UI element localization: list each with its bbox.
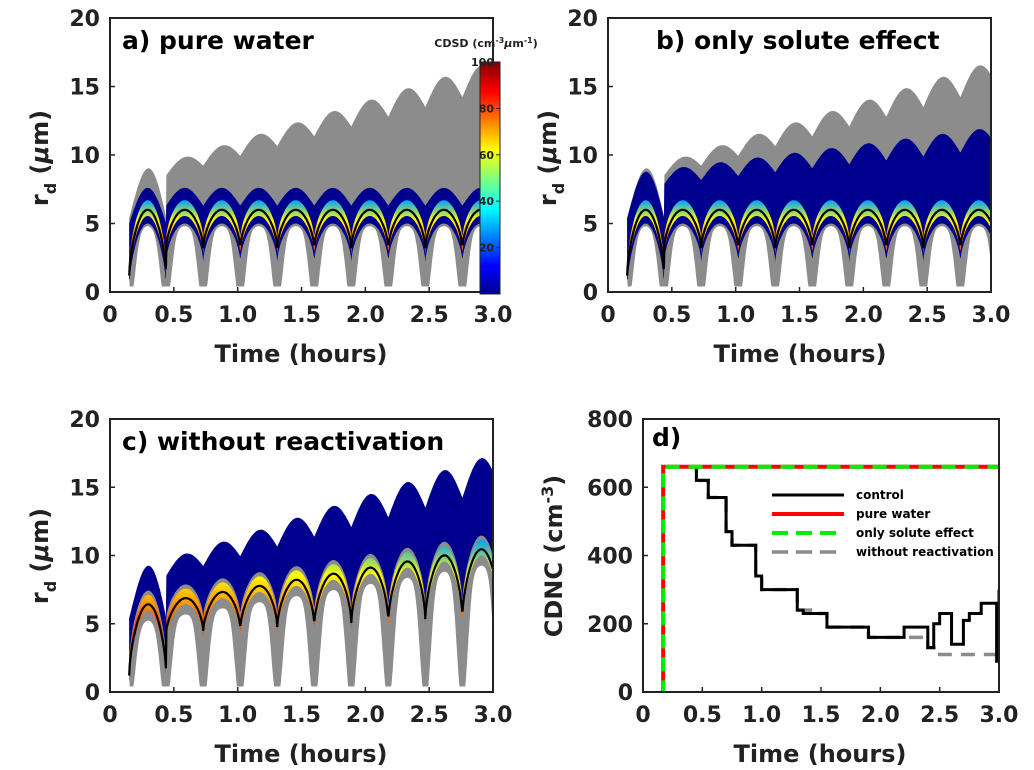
panel-a-xtick-label: 0.5 <box>154 303 193 328</box>
panel-d-ytick-label: 0 <box>618 681 633 706</box>
panel-a-ytick-label: 0 <box>85 281 100 306</box>
panel-c-xtick-label: 3.0 <box>474 703 513 728</box>
series-line-pure-water <box>660 464 999 692</box>
legend-label: without reactivation <box>856 545 994 559</box>
panel-c-ytick-label: 15 <box>69 476 100 501</box>
panel-a-ytick-label: 15 <box>69 76 100 101</box>
panel-a-gray-envelope <box>129 65 493 287</box>
panel-a-xtick-label: 2.0 <box>346 303 385 328</box>
panel-b-xtick-label: 0.5 <box>652 303 691 328</box>
panel-a-ytick-label: 5 <box>85 213 100 238</box>
colorbar-gradient <box>479 61 501 295</box>
panel-a-xtick-label: 2.5 <box>410 303 449 328</box>
panel-b-ticks: 0 0.5 1.0 1.5 2.0 2.5 3.0 0 5 10 15 20 <box>567 7 1010 328</box>
colorbar-tick-label: 100 <box>471 56 494 69</box>
panel-b-ylabel: rd (μm) <box>534 110 568 206</box>
panel-b-blue-region <box>627 129 991 280</box>
panel-d-xtick-label: 0 <box>635 703 650 728</box>
panel-c-xtick-label: 1.0 <box>218 703 257 728</box>
colorbar-tick-label: 80 <box>479 102 495 115</box>
panel-b-mean-radius-line <box>626 208 991 276</box>
panel-d: 0 0.5 1.0 1.5 2.0 2.5 3.0 0 200 400 600 800 d) Time… <box>538 408 1018 768</box>
panel-c-xtick-label: 2.0 <box>346 703 385 728</box>
panel-a-ylabel: rd (μm) <box>26 110 60 206</box>
panel-c-ticks: 0 0.5 1.0 1.5 2.0 2.5 3.0 0 5 10 15 20 <box>69 408 512 728</box>
series-line-control <box>660 465 999 692</box>
colorbar-ticks: 20 40 60 80 100 <box>471 56 500 255</box>
panel-b-xtick-label: 1.0 <box>716 303 755 328</box>
panel-d-title: d) <box>652 423 681 452</box>
panel-c-xtick-label: 1.5 <box>282 703 321 728</box>
panel-d-ytick-label: 200 <box>587 613 633 638</box>
panel-d-ytick-label: 800 <box>587 408 633 433</box>
panel-d-plot-area <box>660 464 999 692</box>
panel-b-plot-area <box>626 65 991 287</box>
panel-a: 0 0.5 1.0 1.5 2.0 2.5 3.0 0 5 10 15 20 a) pure wate… <box>26 7 538 368</box>
panel-a-mean-radius-line <box>128 208 493 276</box>
panel-b-ytick-label: 5 <box>583 213 598 238</box>
series-line-only-solute-effect <box>660 464 999 692</box>
panel-c-xlabel: Time (hours) <box>215 740 388 768</box>
legend-label: pure water <box>856 507 930 521</box>
panel-a-plot-area <box>128 65 493 287</box>
panel-b-ytick-label: 10 <box>567 144 598 169</box>
panel-a-ytick-label: 10 <box>69 144 100 169</box>
colorbar: 20 40 60 80 100 CDSD (cm-3μm-1) <box>434 36 538 295</box>
panel-a-xtick-label: 1.5 <box>282 303 321 328</box>
panel-c-ytick-label: 0 <box>85 681 100 706</box>
panel-c-title: c) without reactivation <box>122 427 444 456</box>
colorbar-tick-label: 60 <box>479 149 495 162</box>
panel-d-xtick-label: 1.5 <box>802 703 841 728</box>
panel-a-title: a) pure water <box>122 26 315 55</box>
panel-b-xtick-label: 1.5 <box>780 303 819 328</box>
panel-a-ytick-label: 20 <box>69 7 100 32</box>
legend-label: only solute effect <box>856 526 974 540</box>
panel-b-title: b) only solute effect <box>656 26 940 55</box>
panel-c-blue-region <box>129 458 493 662</box>
colorbar-tick-label: 20 <box>479 242 495 255</box>
panel-b: 0 0.5 1.0 1.5 2.0 2.5 3.0 0 5 10 15 20 b) only solu… <box>534 7 1010 368</box>
panel-a-xtick-label: 0 <box>102 303 117 328</box>
panel-b-xtick-label: 3.0 <box>972 303 1011 328</box>
panel-c-xtick-label: 2.5 <box>410 703 449 728</box>
panel-c-ytick-label: 20 <box>69 408 100 433</box>
panel-d-legend: control pure water only solute effect witho… <box>772 488 994 559</box>
panel-c-mean-radius-line <box>128 548 493 676</box>
colorbar-tick-label: 40 <box>479 195 495 208</box>
panel-d-xtick-label: 0.5 <box>683 703 722 728</box>
panel-c-xtick-label: 0 <box>102 703 117 728</box>
panel-a-xtick-label: 3.0 <box>474 303 513 328</box>
panel-b-xtick-label: 2.5 <box>908 303 947 328</box>
panel-c-ytick-label: 10 <box>69 545 100 570</box>
panel-d-ylabel: CDNC (cm-3) <box>538 475 568 638</box>
panel-b-ytick-label: 20 <box>567 7 598 32</box>
panel-d-xtick-label: 3.0 <box>980 703 1019 728</box>
panel-b-xlabel: Time (hours) <box>714 340 887 368</box>
colorbar-label: CDSD (cm-3μm-1) <box>434 36 538 50</box>
panel-d-ytick-label: 600 <box>587 476 633 501</box>
panel-a-xlabel: Time (hours) <box>215 340 388 368</box>
panel-d-ytick-label: 400 <box>587 545 633 570</box>
panel-c-xtick-label: 0.5 <box>154 703 193 728</box>
panel-a-xtick-label: 1.0 <box>218 303 257 328</box>
panel-d-xtick-label: 2.0 <box>861 703 900 728</box>
series-line-without-reactivation <box>660 465 999 692</box>
panel-c: 0 0.5 1.0 1.5 2.0 2.5 3.0 0 5 10 15 20 c) without r… <box>26 408 512 768</box>
panel-d-xtick-label: 1.0 <box>742 703 781 728</box>
panel-b-xtick-label: 0 <box>600 303 615 328</box>
panel-c-ytick-label: 5 <box>85 613 100 638</box>
panel-a-ticks: 0 0.5 1.0 1.5 2.0 2.5 3.0 0 5 10 15 20 <box>69 7 512 328</box>
panel-b-xtick-label: 2.0 <box>844 303 883 328</box>
panel-b-ytick-label: 0 <box>583 281 598 306</box>
panel-d-xtick-label: 2.5 <box>920 703 959 728</box>
legend-label: control <box>856 488 904 502</box>
panel-c-ylabel: rd (μm) <box>26 508 60 604</box>
panel-b-ytick-label: 15 <box>567 76 598 101</box>
panel-c-plot-area <box>128 458 493 687</box>
panel-d-ticks: 0 0.5 1.0 1.5 2.0 2.5 3.0 0 200 400 600 800 <box>587 408 1018 728</box>
panel-d-xlabel: Time (hours) <box>734 740 907 768</box>
